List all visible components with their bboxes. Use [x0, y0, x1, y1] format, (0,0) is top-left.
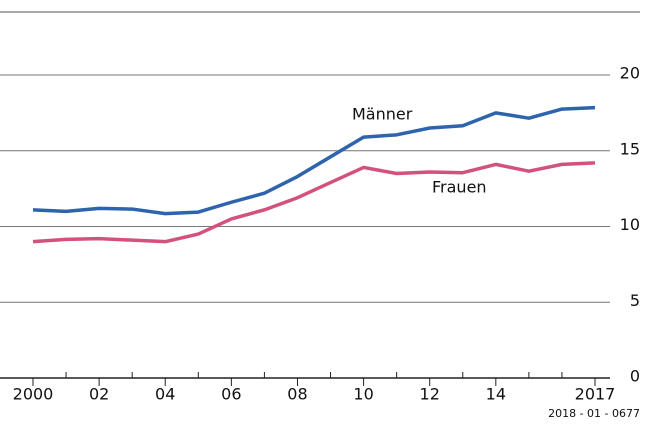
series-label: Frauen — [432, 178, 487, 197]
y-tick-label: 10 — [620, 215, 640, 234]
series-label: Männer — [352, 105, 413, 124]
source-note: 2018 - 01 - 0677 — [548, 407, 640, 420]
x-tick-label: 04 — [155, 385, 175, 404]
x-tick-label: 06 — [221, 385, 241, 404]
x-tick-label: 2017 — [575, 385, 616, 404]
x-tick-label: 02 — [89, 385, 109, 404]
x-tick-label: 08 — [287, 385, 307, 404]
line-series — [32, 105, 596, 216]
x-tick-label: 10 — [353, 385, 373, 404]
y-tick-label: 0 — [630, 367, 640, 386]
line-series — [32, 161, 596, 244]
y-tick-label: 5 — [630, 291, 640, 310]
x-tick-label: 14 — [486, 385, 506, 404]
y-tick-label: 15 — [620, 139, 640, 158]
x-tick-label: 12 — [420, 385, 440, 404]
x-tick-label: 2000 — [13, 385, 54, 404]
y-tick-label: 20 — [620, 64, 640, 83]
